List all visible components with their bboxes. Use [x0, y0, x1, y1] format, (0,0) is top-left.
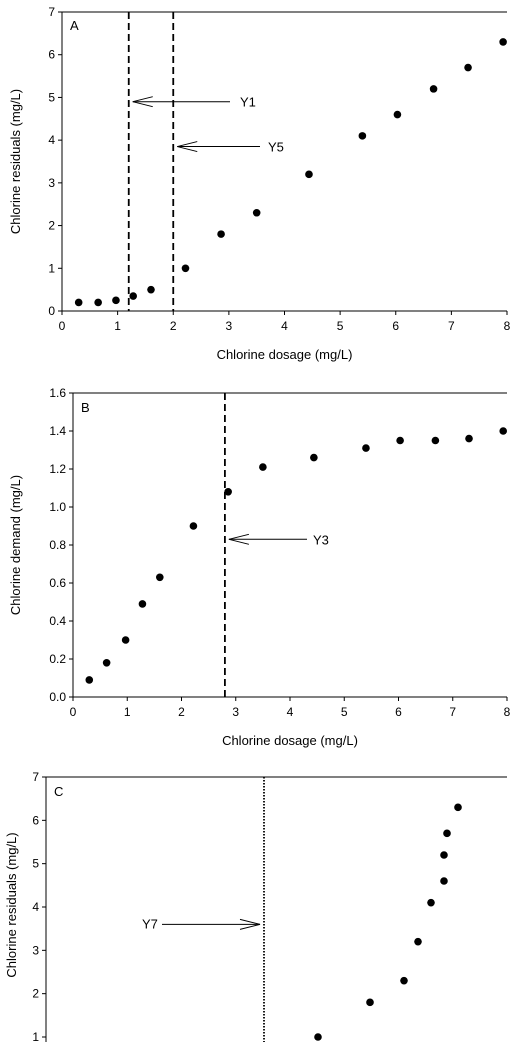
panel-b-data-point [362, 444, 370, 452]
panel-c-y-tick-label: 7 [32, 770, 39, 784]
panel-a-y-tick-label: 4 [48, 133, 55, 147]
panel-a-y-tick-label: 2 [48, 219, 55, 233]
panel-a-data-point [94, 298, 102, 307]
panel-c-y-tick-label: 3 [32, 943, 39, 957]
panel-b-x-tick-label: 0 [70, 705, 77, 719]
panel-a-data-point [112, 296, 120, 305]
panel-b-data-point [499, 427, 508, 435]
panel-a-annotation-label: Y5 [268, 140, 284, 155]
panel-a-data-point [464, 63, 472, 72]
panel-b-y-tick-label: 0.6 [49, 576, 66, 590]
panel-b-data-point [396, 436, 404, 445]
panel-b-x-tick-label: 8 [504, 705, 511, 719]
panel-a-data-point [217, 230, 225, 238]
panel-b-x-tick-label: 2 [178, 705, 185, 719]
panel-a-x-tick-label: 0 [59, 319, 66, 333]
panel-b-y-tick-label: 1.0 [49, 500, 66, 514]
panel-c-data-point [454, 803, 462, 812]
panel-a-x-tick-label: 2 [170, 319, 177, 333]
panel-c-data-point [414, 937, 422, 946]
panel-a-x-tick-label: 3 [226, 319, 233, 333]
panel-c-y-tick-label: 1 [32, 1030, 39, 1042]
panel-b-data-point [121, 636, 130, 644]
panel-b-x-tick-label: 4 [287, 705, 294, 719]
panel-c-data-point [366, 998, 374, 1007]
panel-b-data-point [85, 676, 94, 684]
panel-b-x-tick-label: 5 [341, 705, 348, 719]
panel-a-annotation-arrowhead [177, 141, 198, 153]
panel-c-data-point [443, 829, 451, 838]
panel-a-x-tick-label: 7 [448, 319, 455, 333]
panel-c-y-tick-label: 4 [32, 900, 39, 914]
panel-a-data-point [181, 264, 190, 273]
panel-c-data-point [427, 898, 435, 907]
panel-b-data-point [102, 659, 111, 667]
panel-c-data-point [314, 1033, 322, 1041]
panel-c-y-tick-label: 2 [32, 987, 39, 1001]
panel-b-data-point [465, 434, 473, 443]
panel-a-y-tick-label: 7 [48, 5, 55, 19]
panel-b-x-tick-label: 7 [449, 705, 456, 719]
panel-c-label: C [54, 784, 63, 799]
panel-b-data-point [138, 600, 147, 608]
panel-b-annotation-label: Y3 [313, 532, 329, 547]
panel-b-annotation-arrowhead [228, 533, 250, 545]
panel-b-y-tick-label: 0.0 [49, 690, 66, 704]
panel-b-data-point [224, 488, 232, 496]
panel-a-x-axis-label: Chlorine dosage (mg/L) [217, 347, 353, 362]
panel-b-x-tick-label: 3 [232, 705, 239, 719]
panel-b-x-tick-label: 6 [395, 705, 402, 719]
panel-a-annotation-arrowhead [132, 96, 153, 108]
panel-b-data-point [189, 522, 198, 530]
panel-b-label: B [81, 400, 90, 415]
panel-a-data-point [129, 292, 137, 300]
panel-b-x-axis-label: Chlorine dosage (mg/L) [222, 733, 358, 748]
panel-a-data-point [499, 38, 507, 46]
panel-a-label: A [70, 18, 79, 33]
panel-a-data-point [358, 132, 367, 140]
panel-b-y-tick-label: 1.4 [49, 424, 66, 438]
panel-a-y-tick-label: 1 [48, 261, 55, 275]
panel-a-x-tick-label: 4 [281, 319, 288, 333]
panel-c-data-point [440, 877, 448, 885]
panel-c-y-axis-label: Chlorine residuals (mg/L) [4, 832, 19, 977]
panel-b-data-point [259, 463, 267, 471]
panel-a-data-point [147, 285, 155, 294]
panel-b-data-point [156, 573, 164, 582]
panel-b-x-tick-label: 1 [124, 705, 131, 719]
panel-b-y-tick-label: 1.2 [49, 462, 66, 476]
panel-a-x-tick-label: 6 [392, 319, 399, 333]
panel-a-y-tick-label: 5 [48, 90, 55, 104]
panel-b-y-tick-label: 0.2 [49, 652, 66, 666]
panel-a-y-axis-label: Chlorine residuals (mg/L) [8, 89, 23, 234]
panel-c-annotation-label: Y7 [142, 916, 158, 931]
panel-c-annotation-arrowhead [239, 918, 261, 930]
panel-a-annotation-label: Y1 [240, 95, 256, 110]
panel-a-x-tick-label: 8 [504, 319, 511, 333]
panel-a-x-tick-label: 5 [337, 319, 344, 333]
panel-a-data-point [74, 298, 83, 307]
panel-b-y-tick-label: 1.6 [49, 386, 66, 400]
panel-c-data-point [440, 851, 448, 859]
panel-a-y-tick-label: 6 [48, 48, 55, 62]
panel-c-y-tick-label: 5 [32, 857, 39, 871]
panel-b-y-tick-label: 0.8 [49, 538, 66, 552]
panel-a-data-point [252, 208, 261, 217]
panel-b-data-point [431, 436, 440, 445]
panel-b-data-point [310, 453, 318, 462]
panel-b-y-tick-label: 0.4 [49, 614, 66, 628]
panel-a-data-point [393, 110, 402, 119]
panel-a-data-point [429, 85, 438, 93]
panel-b-y-axis-label: Chlorine demand (mg/L) [8, 475, 23, 615]
panel-c-data-point [400, 976, 408, 985]
panel-a-y-tick-label: 3 [48, 176, 55, 190]
panel-a-x-tick-label: 1 [114, 319, 121, 333]
panel-a-y-tick-label: 0 [48, 304, 55, 318]
panel-a-data-point [305, 170, 313, 179]
panel-c-y-tick-label: 6 [32, 813, 39, 827]
